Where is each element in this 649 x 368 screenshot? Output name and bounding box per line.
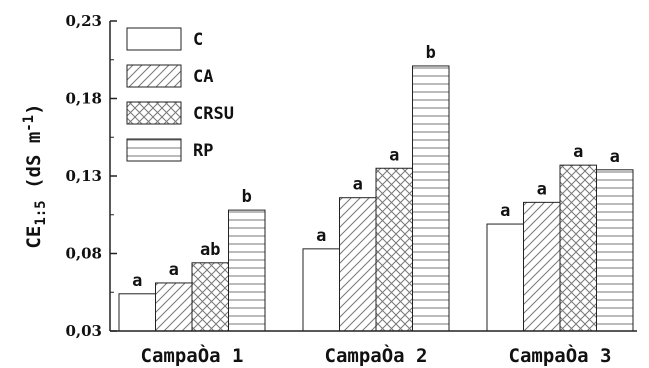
legend-label-crsu: CRSU xyxy=(193,104,234,124)
significance-label: a xyxy=(169,260,179,280)
legend-swatch-rp xyxy=(126,138,182,162)
y-tick-label: 0,23 xyxy=(65,12,102,30)
legend-swatch-ca xyxy=(126,64,182,88)
bar-ca-1 xyxy=(155,282,193,332)
y-tick-label: 0,08 xyxy=(65,245,102,263)
legend-swatch-c xyxy=(126,27,182,51)
bar-ca-3 xyxy=(523,201,561,332)
significance-label: a xyxy=(316,226,326,246)
x-category-label: CampaÒa 1 xyxy=(141,343,244,367)
bar-c-2 xyxy=(302,248,340,332)
legend-swatch-crsu xyxy=(126,101,182,125)
significance-label: a xyxy=(537,179,547,199)
significance-label: a xyxy=(500,201,510,221)
y-tick-label: 0,18 xyxy=(65,90,102,108)
significance-label: a xyxy=(610,147,620,167)
significance-label: a xyxy=(389,145,399,165)
legend-label-c: C xyxy=(193,30,203,50)
significance-label: a xyxy=(353,175,363,195)
bar-ca-2 xyxy=(339,197,377,332)
bar-rp-2 xyxy=(412,65,450,332)
x-category-label: CampaÒa 2 xyxy=(325,343,428,367)
bar-rp-3 xyxy=(596,169,634,332)
y-tick-label: 0,03 xyxy=(65,322,102,340)
x-category-label: CampaÒa 3 xyxy=(509,343,612,367)
significance-label: b xyxy=(426,43,436,63)
bar-rp-1 xyxy=(228,209,266,332)
legend-label-ca: CA xyxy=(193,67,213,87)
bar-crsu-1 xyxy=(191,262,229,332)
significance-label: a xyxy=(573,142,583,162)
y-axis-label: CE1:5 (dS m-1) xyxy=(21,103,49,248)
y-tick-label: 0,13 xyxy=(65,167,102,185)
significance-label: ab xyxy=(200,240,220,260)
bar-c-1 xyxy=(118,293,156,332)
significance-label: a xyxy=(132,271,142,291)
significance-label: b xyxy=(242,187,252,207)
bar-c-3 xyxy=(486,223,524,332)
bar-crsu-2 xyxy=(375,167,413,332)
bar-crsu-3 xyxy=(559,164,597,332)
legend-label-rp: RP xyxy=(193,141,213,161)
